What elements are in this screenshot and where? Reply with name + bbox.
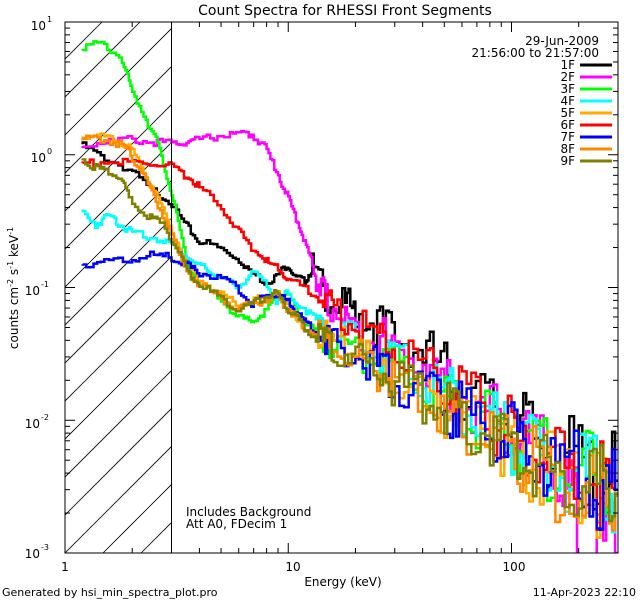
series-line-1f <box>81 141 618 515</box>
y-tick-label-10-1: 10 1 <box>31 15 52 33</box>
footer-timestamp: 11-Apr-2023 22:10 <box>533 586 636 599</box>
hatch-line <box>65 407 172 516</box>
chart-title: Count Spectra for RHESSI Front Segments <box>198 3 492 19</box>
series-line-5f <box>81 132 618 539</box>
legend-label-3f: 3F <box>560 82 575 96</box>
y-tick-exp: -1 <box>41 280 49 289</box>
x-tick-label-10: 10 <box>285 560 300 574</box>
hatch-line <box>65 255 172 364</box>
y-label-mid: s <box>7 269 21 279</box>
series-lines <box>81 40 618 553</box>
legend-label-5f: 5F <box>560 106 575 120</box>
x-tick-label-1: 1 <box>61 560 69 574</box>
hatch-line <box>65 103 172 212</box>
y-tick-base: 10 <box>31 151 46 165</box>
hatch-line <box>65 369 172 478</box>
legend-label-8f: 8F <box>560 142 575 156</box>
legend-label-4f: 4F <box>560 94 575 108</box>
date-label: 29-Jun-2009 <box>525 34 599 48</box>
y-label-main: counts cm <box>7 287 21 349</box>
series-line-2f <box>81 130 618 553</box>
annotation-attenuator: Att A0, FDecim 1 <box>186 517 287 531</box>
legend-label-1f: 1F <box>560 58 575 72</box>
y-axis-ticks <box>65 27 618 554</box>
hatch-line <box>65 27 172 136</box>
legend-label-9f: 9F <box>560 154 575 168</box>
legend-label-7f: 7F <box>560 130 575 144</box>
y-tick-exp: 1 <box>47 15 52 24</box>
y-tick-label-10-m3: 10 -3 <box>25 543 49 561</box>
hatch-line <box>635 22 640 553</box>
y-label-exp3: -1 <box>6 227 15 235</box>
hatch-line <box>65 217 172 326</box>
y-tick-label-10-m1: 10 -1 <box>25 280 49 298</box>
series-line-9f <box>81 158 618 523</box>
hatch-line <box>65 65 172 174</box>
y-tick-label-10-0: 10 0 <box>31 147 52 165</box>
y-tick-exp: -3 <box>41 543 49 552</box>
y-tick-base: 10 <box>25 547 40 561</box>
y-label-end: keV <box>7 234 21 261</box>
legend-label-2f: 2F <box>560 70 575 84</box>
y-tick-base: 10 <box>25 284 40 298</box>
y-tick-exp: 0 <box>47 147 52 156</box>
series-line-4f <box>81 209 618 534</box>
y-axis-label: counts cm-2 s-1 keV-1 <box>6 227 21 349</box>
y-tick-base: 10 <box>31 19 46 33</box>
y-tick-label-10-m2: 10 -2 <box>25 413 49 431</box>
annotation-background: Includes Background <box>186 505 311 519</box>
series-line-8f <box>81 134 618 532</box>
hatch-line <box>65 179 172 288</box>
hatched-region <box>65 22 640 553</box>
hatch-line <box>65 445 172 553</box>
footer-generated-by: Generated by hsi_min_spectra_plot.pro <box>2 586 218 599</box>
x-axis-label: Energy (keV) <box>304 575 381 589</box>
y-tick-base: 10 <box>25 417 40 431</box>
y-label-exp2: -1 <box>6 261 15 269</box>
y-tick-exp: -2 <box>41 413 49 422</box>
y-label-exp1: -2 <box>6 279 15 287</box>
legend-label-6f: 6F <box>560 118 575 132</box>
time-range-label: 21:56:00 to 21:57:00 <box>472 46 599 60</box>
x-tick-label-100: 100 <box>503 560 526 574</box>
